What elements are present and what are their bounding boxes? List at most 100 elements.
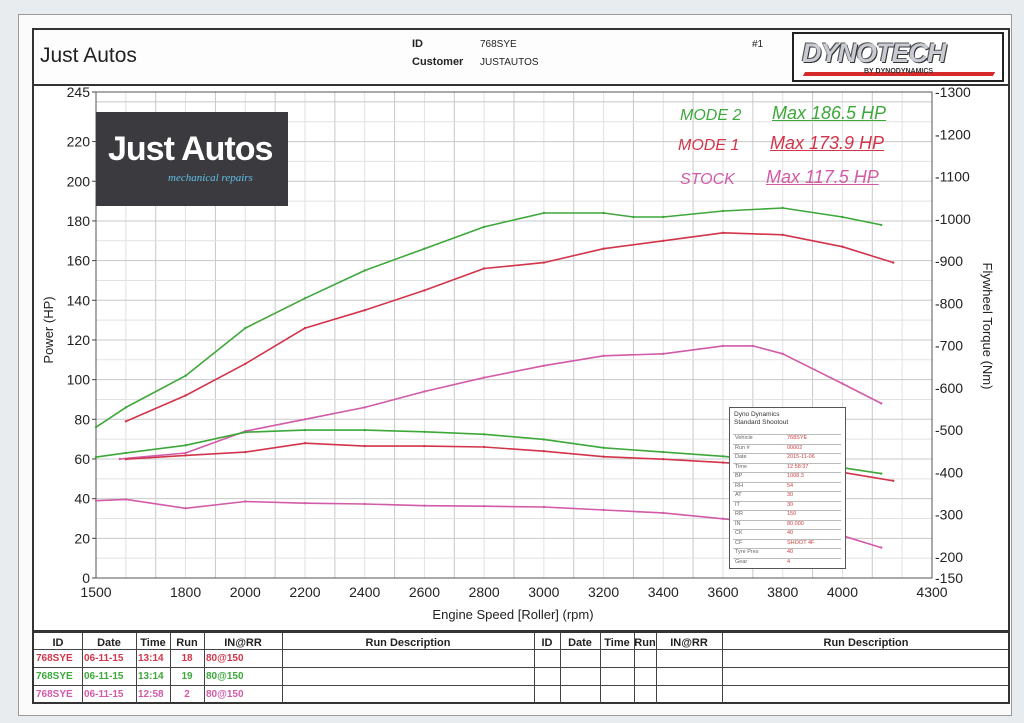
series-point bbox=[880, 546, 883, 549]
y2-tick-label: -700 bbox=[935, 338, 963, 354]
series-point bbox=[423, 247, 426, 250]
info-key: CF bbox=[735, 539, 743, 546]
x-tick-label: 3800 bbox=[767, 584, 798, 600]
x-tick-label: 3600 bbox=[707, 584, 738, 600]
table-cell: 768SYE bbox=[36, 671, 73, 682]
series-point bbox=[184, 454, 187, 457]
info-key: Tyre Pres bbox=[735, 549, 759, 555]
report-header: Just Autos ID 768SYE Customer JUSTAUTOS … bbox=[32, 28, 1010, 86]
series-point bbox=[303, 326, 307, 330]
series-point bbox=[363, 269, 366, 272]
series-point bbox=[781, 206, 784, 210]
table-row-divider bbox=[34, 667, 1008, 668]
y-tick-label: 120 bbox=[67, 332, 91, 348]
x-tick-label: 3200 bbox=[588, 584, 619, 600]
table-cell: 80@150 bbox=[206, 671, 244, 682]
series-point bbox=[124, 406, 128, 409]
table-header-cell: Time bbox=[604, 637, 630, 649]
y-tick-label: 180 bbox=[67, 213, 91, 229]
info-value: 12:58:37 bbox=[787, 463, 809, 470]
x-tick-label: 2600 bbox=[409, 584, 440, 600]
series-point bbox=[721, 517, 725, 520]
info-value: 4 bbox=[787, 558, 791, 565]
series-point bbox=[892, 261, 895, 264]
x-tick-label: 4000 bbox=[827, 584, 858, 600]
info-value: 768SYE bbox=[787, 435, 808, 441]
y2-tick-label: -900 bbox=[935, 253, 963, 269]
legend-stock-max: Max 117.5 HP bbox=[766, 167, 879, 187]
series-point bbox=[721, 209, 725, 213]
series-point bbox=[118, 457, 122, 461]
y-tick-label: 140 bbox=[67, 292, 91, 308]
info-value: 30 bbox=[787, 501, 794, 508]
table-row-divider bbox=[34, 685, 1008, 686]
series-point bbox=[602, 455, 605, 458]
shop-name: Just Autos bbox=[40, 44, 137, 67]
y2-tick-label: -600 bbox=[935, 380, 963, 396]
series-point bbox=[632, 215, 635, 219]
badge-subtitle: mechanical repairs bbox=[168, 172, 253, 184]
info-key: Time bbox=[735, 463, 748, 470]
info-key: IT bbox=[735, 501, 740, 508]
info-key: RH bbox=[735, 482, 743, 489]
series-point bbox=[602, 446, 605, 449]
series-point bbox=[662, 239, 665, 242]
table-cell: 06-11-15 bbox=[84, 671, 124, 682]
table-col-divider bbox=[534, 633, 535, 703]
table-cell: 12:58 bbox=[138, 689, 164, 700]
info-value: 54 bbox=[787, 482, 794, 489]
table-col-divider bbox=[560, 633, 561, 703]
series-point bbox=[244, 431, 247, 434]
series-point bbox=[880, 402, 883, 405]
legend-mode1-label: MODE 1 bbox=[678, 137, 740, 154]
series-point bbox=[244, 450, 247, 454]
info-row: Date 2015-11-06 bbox=[733, 453, 841, 462]
shootout-info-box: Dyno Dynamics Standard Shootout Vehicle 7… bbox=[729, 407, 846, 569]
series-point bbox=[94, 426, 98, 429]
series-point bbox=[602, 508, 605, 512]
info-row: CF SHOOT 4F bbox=[733, 538, 841, 548]
table-col-divider bbox=[600, 633, 601, 703]
table-col-divider bbox=[634, 633, 635, 703]
series-point bbox=[880, 472, 883, 475]
table-col-divider bbox=[656, 633, 657, 703]
table-header-cell: Run bbox=[176, 637, 198, 649]
info-row: IN 80.000 bbox=[733, 519, 841, 529]
series-point bbox=[721, 231, 725, 234]
series-point bbox=[303, 418, 307, 421]
series-point bbox=[244, 500, 247, 503]
y2-tick-label: -150 bbox=[935, 570, 963, 586]
series-point bbox=[363, 428, 366, 432]
table-header-cell: ID bbox=[541, 637, 553, 649]
legend-mode2-max: Max 186.5 HP bbox=[772, 103, 887, 123]
x-tick-label: 1800 bbox=[170, 584, 201, 600]
y2-axis-label: Flywheel Torque (Nm) bbox=[980, 263, 995, 390]
series-point bbox=[841, 245, 844, 248]
series-point bbox=[184, 374, 187, 377]
info-value: SHOOT 4F bbox=[787, 539, 815, 546]
series-point bbox=[721, 461, 725, 464]
info-row: IT 30 bbox=[733, 500, 841, 510]
table-col-divider bbox=[282, 633, 283, 703]
y2-tick-label: -1300 bbox=[935, 84, 971, 100]
x-tick-label: 2200 bbox=[289, 584, 320, 600]
series-point bbox=[662, 215, 665, 219]
info-value: 150 bbox=[787, 511, 797, 517]
series-point bbox=[363, 406, 366, 409]
x-tick-label: 3000 bbox=[528, 584, 559, 600]
x-tick-label: 2800 bbox=[469, 584, 500, 600]
legend-mode1-max: Max 173.9 HP bbox=[770, 133, 885, 153]
info-row: Time 12:58:37 bbox=[733, 462, 841, 472]
table-header-cell: Date bbox=[568, 637, 592, 649]
series-point bbox=[363, 309, 366, 312]
table-cell: 2 bbox=[184, 689, 190, 700]
series-point bbox=[184, 444, 187, 447]
info-row: Tyre Pres 40 bbox=[733, 548, 841, 557]
info-row: Run # 00002 bbox=[733, 443, 841, 453]
series-point bbox=[423, 504, 426, 507]
table-row-divider bbox=[34, 649, 1008, 650]
table-col-divider bbox=[136, 633, 137, 703]
table-cell: 768SYE bbox=[36, 653, 73, 664]
info-row: Vehicle 768SYE bbox=[733, 434, 841, 443]
y-tick-label: 160 bbox=[67, 253, 91, 269]
